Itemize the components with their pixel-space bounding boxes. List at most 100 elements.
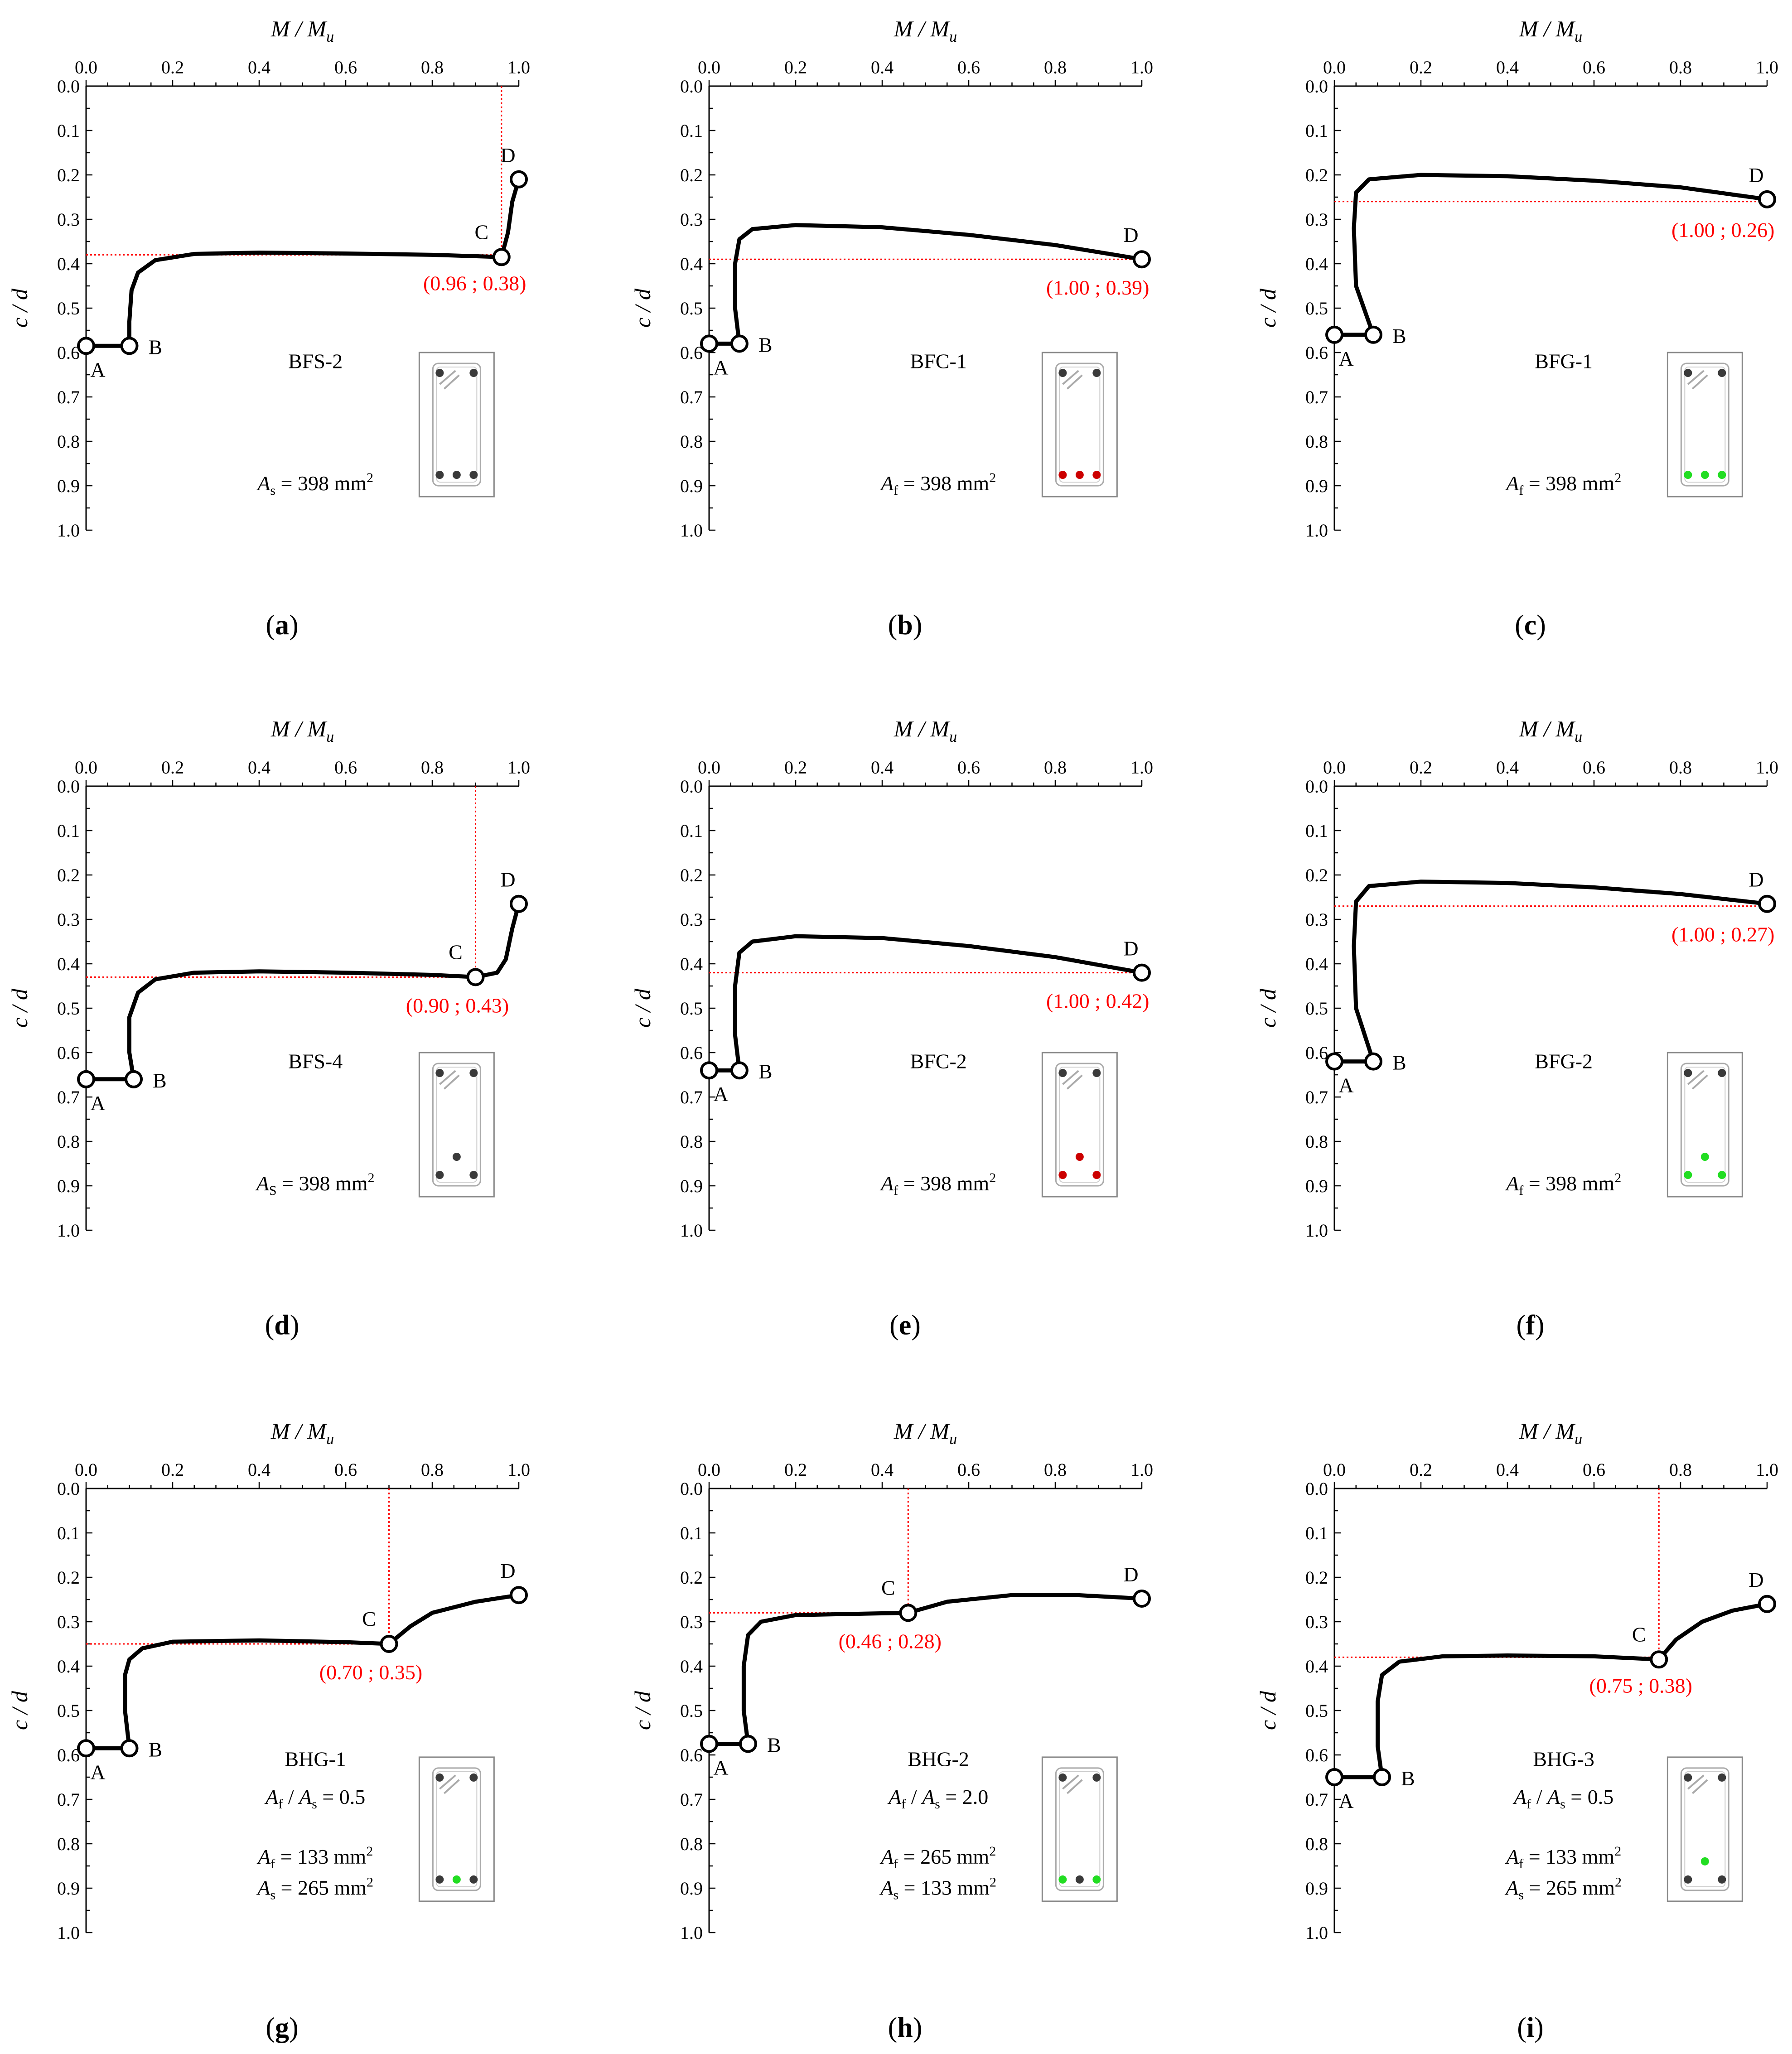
- point-label-a: A: [90, 358, 105, 381]
- y-tick-label: 0.4: [1305, 1656, 1328, 1677]
- y-tick-label: 0.1: [1305, 121, 1328, 141]
- specimen-title: BFS-4: [288, 1049, 343, 1073]
- top-bar: [1684, 369, 1692, 377]
- point-d: [510, 170, 528, 188]
- highlight-label: (1.00 ; 0.39): [1046, 276, 1149, 299]
- stirrup-hook: [1062, 1070, 1079, 1085]
- section-frame: [1666, 1756, 1743, 1902]
- stirrup: [432, 1063, 481, 1187]
- y-tick-label: 0.7: [1305, 1789, 1328, 1810]
- panel-caption: (d): [265, 1310, 299, 1341]
- x-tick-label: 1.0: [507, 1460, 530, 1480]
- top-bar: [1684, 1069, 1692, 1077]
- bottom-bar: [1700, 1153, 1709, 1161]
- panel-c: 0.0 0.2 0.4 0.6 0.8 1.0 0.0 0.1 0.2 0.3 0.4 0.5 0.6 0…: [1255, 16, 1778, 641]
- point-label-a: A: [1338, 1789, 1353, 1812]
- x-tick-label: 0.4: [871, 1460, 894, 1480]
- stirrup-inner: [1059, 1771, 1101, 1887]
- bottom-bar: [469, 1875, 478, 1884]
- y-tick-label: 1.0: [1305, 1923, 1328, 1943]
- y-tick-label: 0.5: [1305, 998, 1328, 1019]
- section-frame: [1666, 1052, 1743, 1198]
- specimen-title: BFC-1: [910, 349, 967, 372]
- stirrup-hook: [1692, 374, 1708, 390]
- stirrup-inner: [1684, 1771, 1726, 1887]
- point-label-d: D: [1123, 223, 1138, 246]
- panel-d: 0.0 0.2 0.4 0.6 0.8 1.0 0.0 0.1 0.2 0.3 0.4 0.5 0.6 0…: [7, 716, 530, 1341]
- specimen-title: BHG-3: [1533, 1748, 1594, 1771]
- x-tick-label: 0.2: [784, 1460, 807, 1480]
- point-c: [492, 248, 511, 266]
- stirrup: [432, 1767, 481, 1891]
- area-label: Af = 398 mm2: [879, 470, 996, 498]
- y-tick-label: 0.2: [57, 865, 80, 885]
- x-tick-label: 0.4: [248, 1460, 270, 1480]
- point-a: [1325, 325, 1343, 344]
- section-frame: [418, 1052, 495, 1198]
- point-b: [120, 337, 139, 355]
- point-label-b: B: [1392, 1051, 1406, 1074]
- y-tick-label: 0.9: [57, 1176, 80, 1196]
- y-tick-label: 1.0: [1305, 1220, 1328, 1241]
- panel-caption: (e): [889, 1310, 921, 1341]
- panel-e: 0.0 0.2 0.4 0.6 0.8 1.0 0.0 0.1 0.2 0.3 0.4 0.5 0.6 0…: [630, 716, 1153, 1341]
- point-d: [510, 1586, 528, 1605]
- y-tick-label: 0.0: [1305, 1479, 1328, 1499]
- y-tick-label: 0.0: [680, 1479, 703, 1499]
- x-tick-label: 0.4: [248, 57, 270, 77]
- point-label-c: C: [474, 220, 488, 243]
- top-bar: [1718, 369, 1726, 377]
- area-label: As = 265 mm2: [256, 1875, 373, 1903]
- top-bar: [1684, 1773, 1692, 1782]
- y-axis-title: c / d: [7, 988, 32, 1028]
- y-tick-label: 0.9: [680, 1176, 703, 1196]
- x-tick-label: 0.6: [1583, 1460, 1605, 1480]
- stirrup: [1680, 1063, 1729, 1187]
- y-tick-label: 1.0: [57, 1220, 80, 1241]
- bottom-bar: [452, 1153, 461, 1161]
- y-tick-label: 0.2: [680, 1567, 703, 1588]
- y-tick-label: 0.5: [680, 1701, 703, 1721]
- top-bar: [1092, 1773, 1101, 1782]
- point-label-d: D: [500, 144, 515, 167]
- bottom-bar: [1075, 1875, 1084, 1884]
- x-tick-label: 0.4: [871, 57, 894, 77]
- y-axis-title: c / d: [630, 988, 655, 1028]
- bottom-bar: [1684, 471, 1692, 479]
- point-a: [700, 1061, 718, 1080]
- point-label-a: A: [90, 1760, 105, 1783]
- point-b: [730, 334, 749, 353]
- point-label-c: C: [362, 1607, 376, 1630]
- y-tick-label: 0.4: [1305, 254, 1328, 274]
- top-bar: [1058, 369, 1067, 377]
- y-tick-label: 0.2: [1305, 865, 1328, 885]
- x-axis-title: M / Mu: [270, 716, 334, 745]
- y-tick-label: 0.9: [1305, 476, 1328, 496]
- series-line: [84, 1593, 521, 1750]
- point-label-a: A: [713, 1756, 728, 1779]
- y-tick-label: 0.1: [680, 821, 703, 841]
- x-tick-label: 0.2: [1410, 1460, 1432, 1480]
- x-tick-label: 0.6: [1583, 57, 1605, 77]
- y-tick-label: 0.0: [57, 76, 80, 97]
- y-tick-label: 0.8: [1305, 431, 1328, 452]
- stirrup-hook: [1067, 374, 1083, 390]
- top-bar: [1718, 1773, 1726, 1782]
- area-label: Af = 133 mm2: [256, 1844, 373, 1871]
- panel-h: 0.0 0.2 0.4 0.6 0.8 1.0 0.0 0.1 0.2 0.3 0.4 0.5 0.6 0…: [630, 1418, 1153, 2043]
- stirrup-hook: [444, 1779, 460, 1794]
- y-tick-label: 1.0: [680, 1923, 703, 1943]
- y-tick-label: 0.8: [1305, 1131, 1328, 1152]
- stirrup: [1680, 362, 1729, 487]
- highlight-label: (0.90 ; 0.43): [406, 994, 509, 1017]
- point-label-d: D: [500, 868, 515, 891]
- highlight-label: (1.00 ; 0.42): [1046, 990, 1149, 1013]
- point-c: [1650, 1650, 1668, 1669]
- point-label-b: B: [1392, 324, 1406, 348]
- stirrup-inner: [1684, 1067, 1726, 1183]
- point-b: [120, 1739, 139, 1758]
- y-tick-label: 0.8: [680, 431, 703, 452]
- y-tick-label: 0.3: [680, 909, 703, 930]
- x-tick-label: 0.6: [957, 1460, 980, 1480]
- point-label-a: A: [713, 356, 728, 379]
